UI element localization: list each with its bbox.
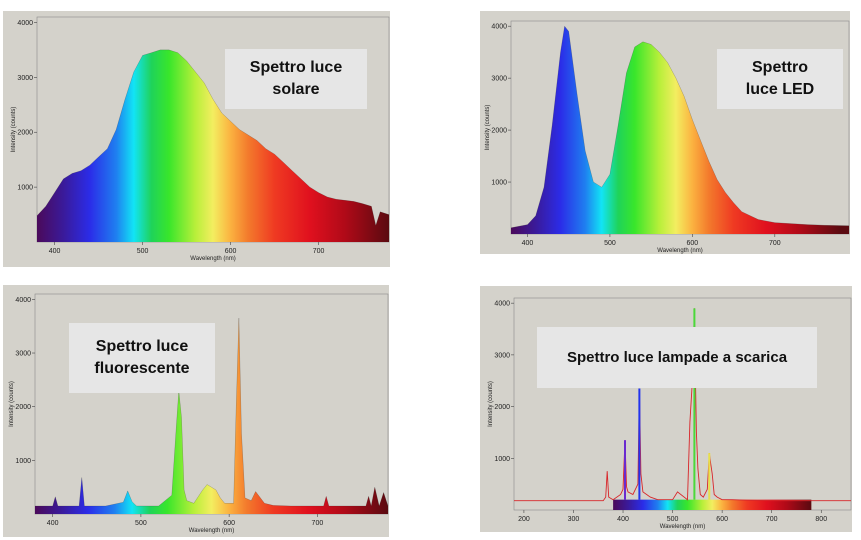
x-tick-label: 600: [223, 520, 235, 527]
y-tick-label: 3000: [494, 352, 510, 359]
x-tick-label: 600: [716, 516, 728, 523]
x-tick-label: 700: [312, 520, 324, 527]
y-tick-label: 1000: [15, 458, 31, 465]
y-tick-label: 3000: [491, 76, 507, 83]
x-axis-label: Wavelength (nm): [660, 524, 705, 530]
x-axis-label: Wavelength (nm): [190, 256, 235, 262]
y-tick-label: 1000: [494, 456, 510, 463]
x-tick-label: 500: [137, 248, 149, 255]
y-tick-label: 1000: [491, 180, 507, 187]
x-tick-label: 300: [568, 516, 580, 523]
y-axis-label: Intensity (counts): [9, 381, 15, 427]
y-tick-label: 2000: [494, 404, 510, 411]
chart-led: 1000 2000 3000 4000 400 500 600 700 Wavelength (…: [485, 20, 850, 254]
y-tick-label: 2000: [17, 130, 33, 137]
y-tick-label: 4000: [494, 301, 510, 308]
x-tick-label: 500: [135, 520, 147, 527]
x-tick-label: 800: [815, 516, 827, 523]
chart-panel-solar: 1000 2000 3000 4000 400 500 600 700 Wavelength (…: [3, 11, 390, 267]
y-tick-label: 4000: [17, 20, 33, 27]
chart-title-fluorescent: Spettro luce fluorescente: [69, 323, 215, 393]
x-tick-label: 400: [47, 520, 59, 527]
y-axis-label: Intensity (counts): [485, 105, 491, 151]
x-tick-label: 400: [49, 248, 61, 255]
chart-discharge: 1000 2000 3000 4000 200 300 400 500 600 700 800 Wav…: [488, 297, 852, 530]
spectrum-line: [514, 308, 851, 502]
x-tick-label: 600: [225, 248, 237, 255]
x-axis-label: Wavelength (nm): [657, 248, 702, 254]
x-tick-label: 500: [604, 240, 616, 247]
chart-panel-discharge: 1000 2000 3000 4000 200 300 400 500 600 700 800 Wav…: [480, 286, 852, 532]
x-tick-label: 400: [617, 516, 629, 523]
x-tick-label: 400: [522, 240, 534, 247]
y-axis-label: Intensity (counts): [11, 107, 17, 153]
x-tick-label: 500: [667, 516, 679, 523]
x-axis-label: Wavelength (nm): [189, 528, 234, 534]
x-tick-label: 700: [313, 248, 325, 255]
y-tick-label: 3000: [17, 75, 33, 82]
chart-title-solar: Spettro luce solare: [225, 49, 367, 109]
chart-panel-fluorescent: 1000 2000 3000 4000 400 500 600 700 Wavelength (…: [3, 285, 389, 537]
chart-panel-led: 1000 2000 3000 4000 400 500 600 700 Wavelength (…: [480, 11, 850, 254]
y-tick-label: 4000: [491, 24, 507, 31]
x-tick-label: 700: [769, 240, 781, 247]
spectrum-band: [613, 499, 812, 510]
spectrum-line: [35, 318, 389, 507]
spectrum-line: [510, 25, 850, 229]
y-tick-label: 3000: [15, 351, 31, 358]
spectrum-area: [511, 26, 849, 235]
y-tick-label: 4000: [15, 297, 31, 304]
y-tick-label: 1000: [17, 185, 33, 192]
spectrum-line: [36, 49, 390, 227]
y-tick-label: 2000: [491, 128, 507, 135]
x-tick-label: 600: [687, 240, 699, 247]
y-axis-label: Intensity (counts): [488, 381, 494, 427]
spectrum-area: [37, 49, 389, 243]
chart-title-discharge: Spettro luce lampade a scarica: [537, 327, 817, 388]
y-tick-label: 2000: [15, 404, 31, 411]
x-tick-label: 200: [518, 516, 530, 523]
x-tick-label: 700: [766, 516, 778, 523]
chart-title-led: Spettro luce LED: [717, 49, 843, 109]
